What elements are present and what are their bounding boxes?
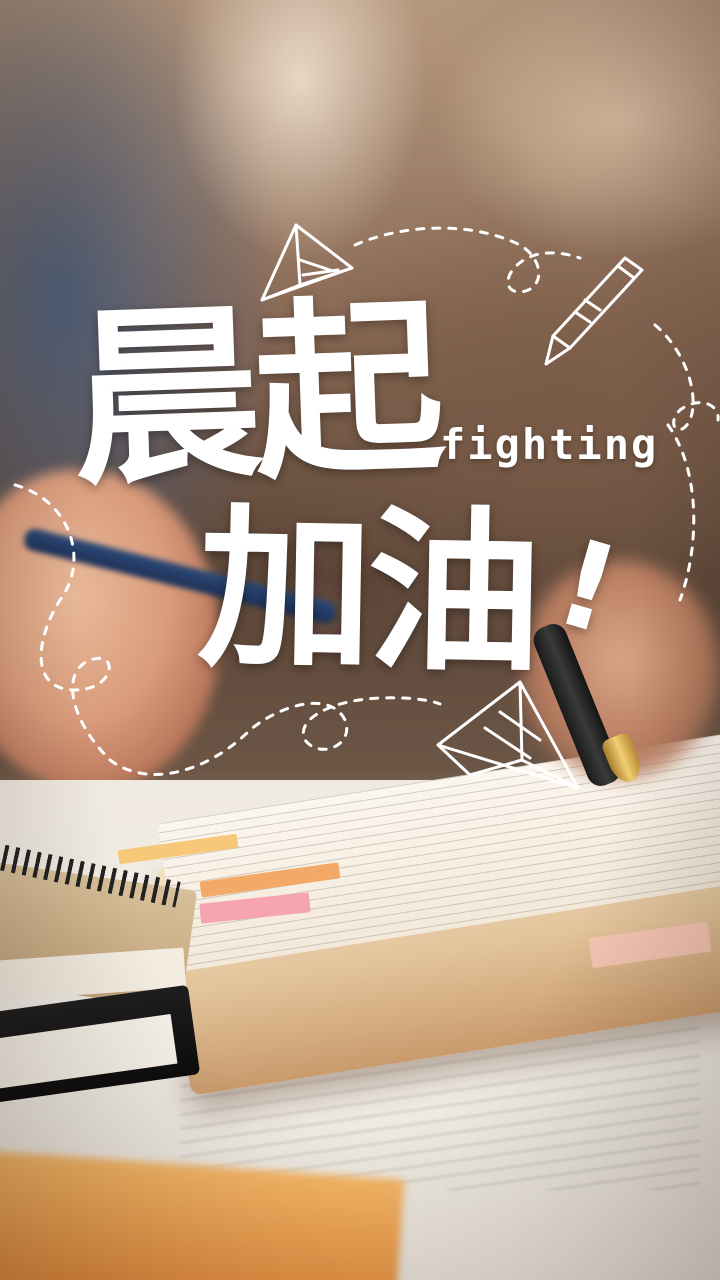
headline-line-2: 加油 [196, 488, 538, 697]
headline-subtitle: fighting [440, 420, 659, 469]
dashed-swoosh-left [13, 483, 442, 776]
pencil-icon [544, 256, 644, 366]
headline-line-1: 晨起 [68, 277, 440, 512]
left-hand [0, 470, 220, 790]
paper-plane-icon [260, 223, 354, 302]
paper-plane-icon-bottom [436, 680, 580, 790]
dashed-swoosh-right [653, 323, 720, 602]
dashed-swoosh-top [353, 226, 582, 294]
